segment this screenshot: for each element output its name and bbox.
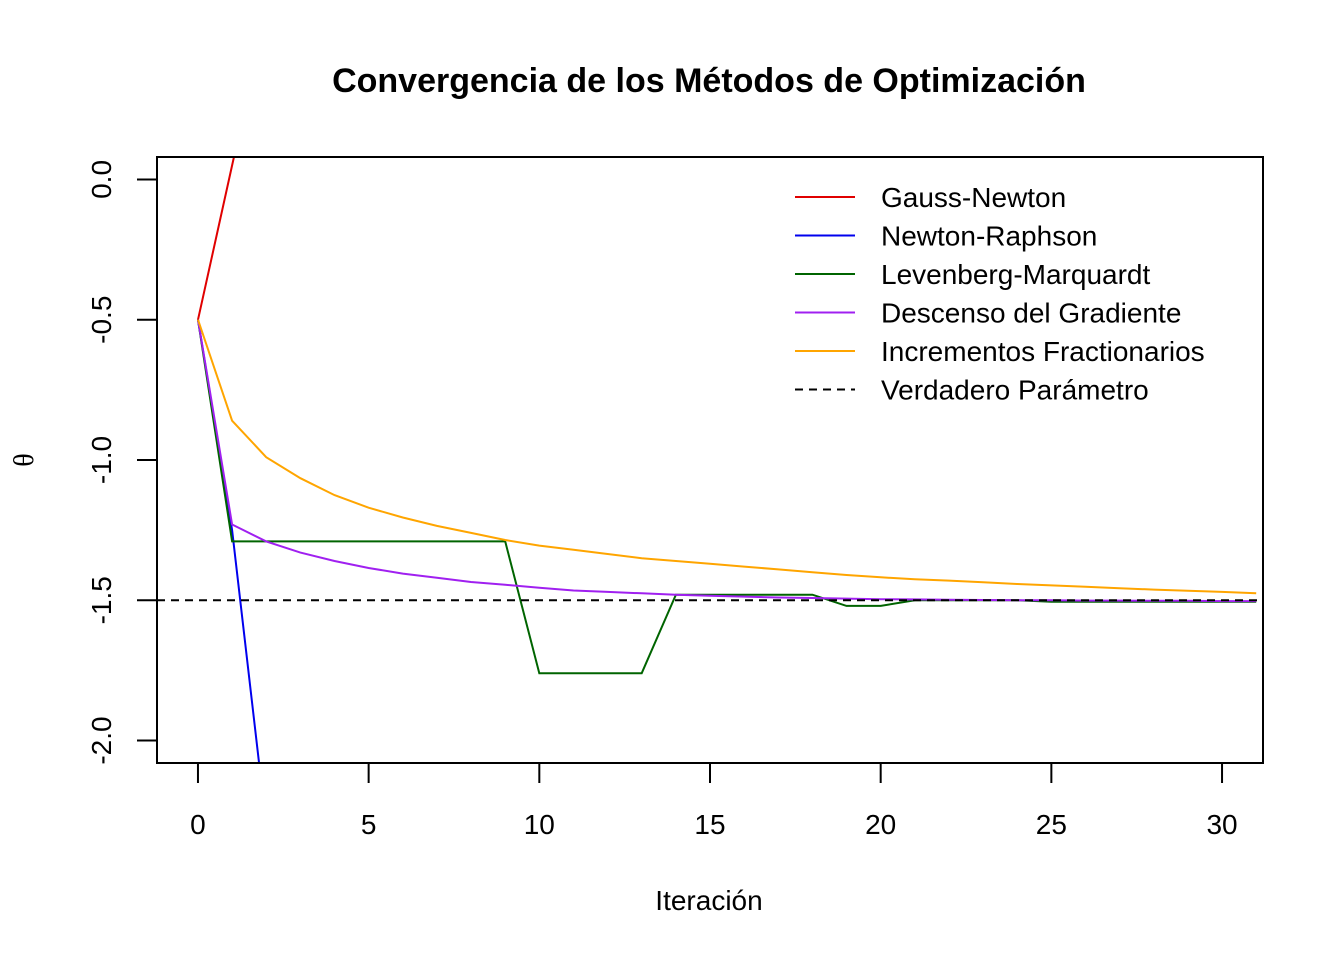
x-tick-label: 10 xyxy=(524,809,555,840)
series-line-0 xyxy=(197,157,235,320)
legend-label-5: Verdadero Parámetro xyxy=(881,375,1149,406)
series-line-3 xyxy=(197,319,1257,603)
chart-title: Convergencia de los Métodos de Optimizac… xyxy=(332,62,1086,100)
series-line-2 xyxy=(197,319,1257,675)
y-tick-label: 0.0 xyxy=(86,160,117,199)
legend-label-0: Gauss-Newton xyxy=(881,182,1066,213)
x-tick-label: 30 xyxy=(1206,809,1237,840)
series-line-1 xyxy=(197,319,261,763)
y-axis-label: θ xyxy=(9,453,40,466)
y-tick-label: -0.5 xyxy=(86,296,117,344)
series-line-4 xyxy=(197,319,1257,595)
legend-label-2: Levenberg-Marquardt xyxy=(881,259,1150,290)
y-tick-label: -1.5 xyxy=(86,576,117,624)
x-tick-label: 0 xyxy=(190,809,206,840)
legend-label-1: Newton-Raphson xyxy=(881,221,1097,252)
y-tick-label: -2.0 xyxy=(86,716,117,764)
x-tick-label: 25 xyxy=(1036,809,1067,840)
legend-label-4: Incrementos Fractionarios xyxy=(881,336,1205,367)
legend: Gauss-Newton Newton-Raphson Levenberg-Marq… xyxy=(795,182,1205,406)
x-tick-label: 5 xyxy=(361,809,377,840)
x-axis: 0 5 10 15 20 25 30 xyxy=(190,762,1238,840)
x-axis-label: Iteración xyxy=(655,885,762,916)
y-tick-label: -1.0 xyxy=(86,436,117,484)
y-axis: 0.0 -0.5 -1.0 -1.5 -2.0 xyxy=(86,160,158,765)
x-tick-label: 20 xyxy=(865,809,896,840)
series-layer xyxy=(157,157,1263,763)
x-tick-label: 15 xyxy=(694,809,725,840)
legend-label-3: Descenso del Gradiente xyxy=(881,298,1181,329)
